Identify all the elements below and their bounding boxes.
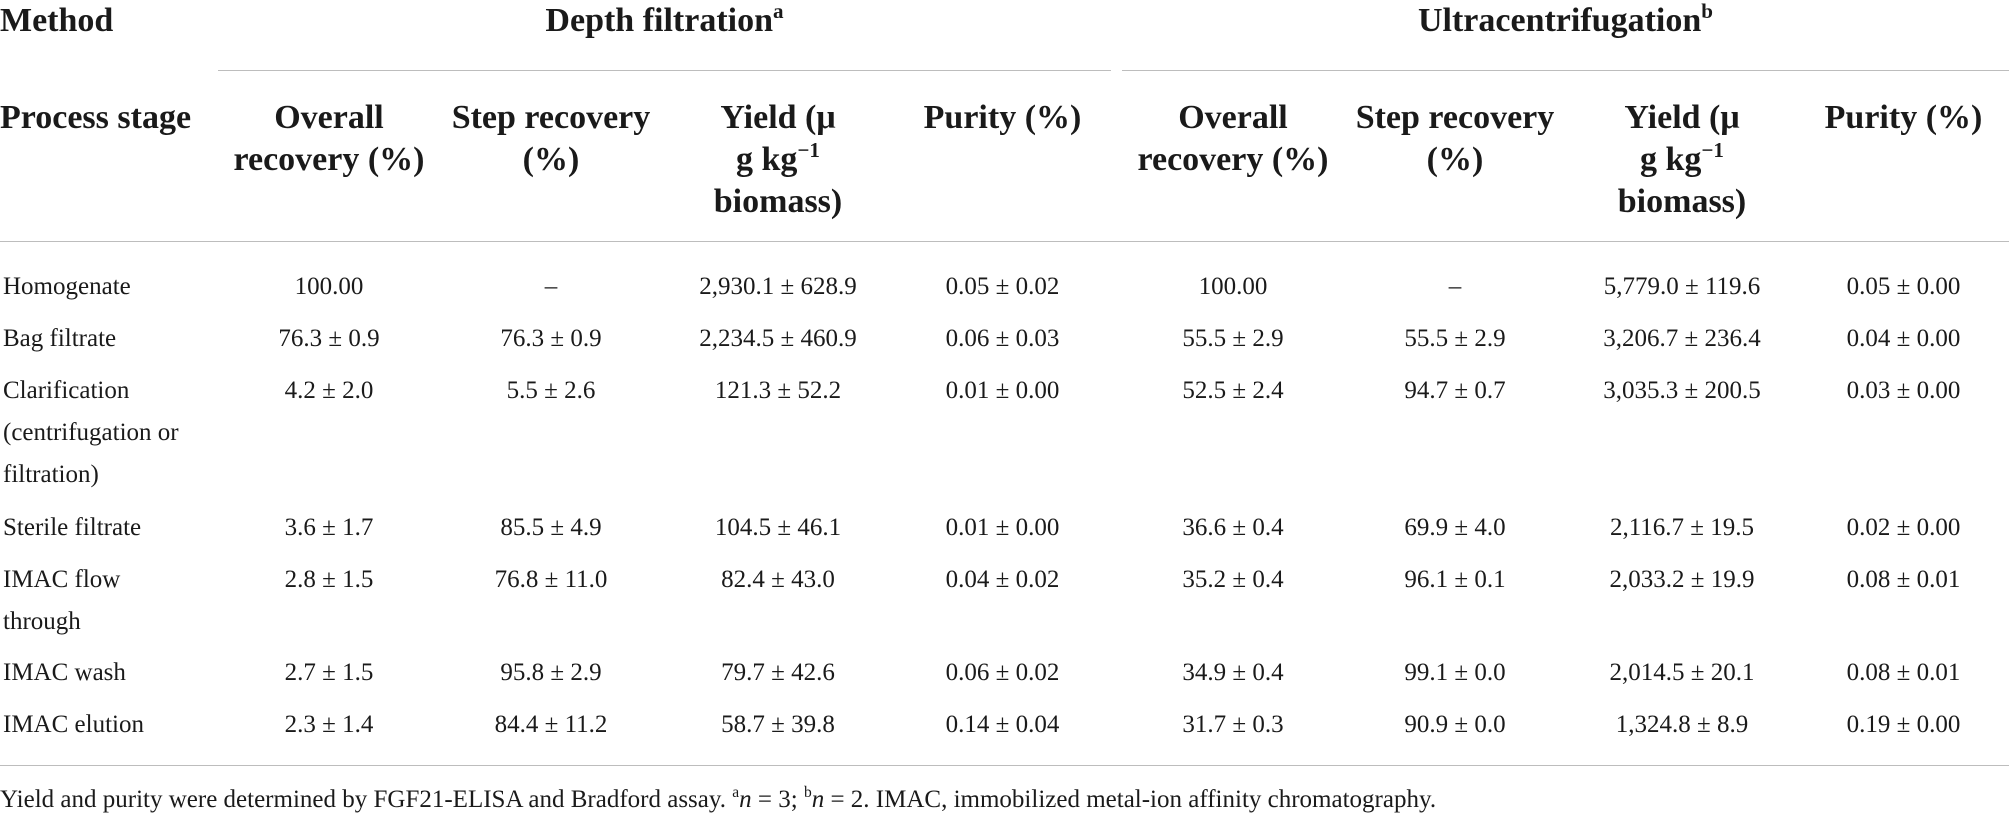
table-cell: 36.6 ± 0.4 <box>1182 514 1284 541</box>
table-cell: 0.06 ± 0.03 <box>945 325 1060 352</box>
table-cell: 0.06 ± 0.02 <box>945 659 1060 686</box>
table-cell: 0.05 ± 0.00 <box>1846 273 1961 300</box>
table-cell: 0.19 ± 0.00 <box>1846 711 1961 738</box>
table-cell: 35.2 ± 0.4 <box>1182 566 1284 593</box>
table-cell: 2,116.7 ± 19.5 <box>1609 514 1755 541</box>
table-cell: – <box>1448 273 1462 300</box>
table-cell: 82.4 ± 43.0 <box>721 566 835 593</box>
row-stage-label: Sterile filtrate <box>3 514 142 541</box>
table-cell: 3,206.7 ± 236.4 <box>1603 325 1761 352</box>
df-purity-header: Purity (%) <box>923 99 1082 136</box>
table-cell: 34.9 ± 0.4 <box>1182 659 1284 686</box>
table-cell: 100.00 <box>294 273 364 300</box>
table-cell: 2,930.1 ± 628.9 <box>699 273 857 300</box>
table-cell: 2,033.2 ± 19.9 <box>1609 566 1755 593</box>
row-stage-label: Clarification (centrifugation or filtrat… <box>3 377 179 488</box>
table-cell: 0.08 ± 0.01 <box>1846 566 1961 593</box>
df-step-recovery-header: Step recovery (%) <box>451 99 651 178</box>
table-cell: 76.8 ± 11.0 <box>494 566 608 593</box>
table-cell: 52.5 ± 2.4 <box>1182 377 1284 404</box>
method-label: Method <box>0 2 114 39</box>
table-cell: 3.6 ± 1.7 <box>284 514 374 541</box>
table-cell: 2,014.5 ± 20.1 <box>1609 659 1755 686</box>
table-cell: 2.7 ± 1.5 <box>284 659 374 686</box>
table-cell: 96.1 ± 0.1 <box>1404 566 1506 593</box>
header-bottom-rule <box>0 241 2009 242</box>
table-cell: 31.7 ± 0.3 <box>1182 711 1284 738</box>
table-cell: 55.5 ± 2.9 <box>1404 325 1506 352</box>
table-cell: 0.14 ± 0.04 <box>945 711 1060 738</box>
uc-step-recovery-header: Step recovery (%) <box>1355 99 1555 178</box>
uc-overall-recovery-header: Overall recovery (%) <box>1137 99 1329 178</box>
ultracentrifugation-heading: Ultracentrifugationb <box>1417 0 1713 39</box>
table-cell: 2.8 ± 1.5 <box>284 566 374 593</box>
table-cell: 1,324.8 ± 8.9 <box>1615 711 1749 738</box>
table-cell: 2.3 ± 1.4 <box>284 711 374 738</box>
table-cell: 0.01 ± 0.00 <box>945 514 1060 541</box>
df-yield-header: Yield (μ g kg−1 biomass) <box>713 99 843 220</box>
table-footnote: Yield and purity were determined by FGF2… <box>0 783 1437 813</box>
uc-yield-header: Yield (μ g kg−1 biomass) <box>1617 99 1747 220</box>
row-stage-label: IMAC wash <box>3 659 126 686</box>
table-cell: 2,234.5 ± 460.9 <box>699 325 857 352</box>
depth-filtration-rule <box>218 70 1111 71</box>
table-cell: 5.5 ± 2.6 <box>506 377 596 404</box>
table-bottom-rule <box>0 765 2009 766</box>
table-cell: 0.01 ± 0.00 <box>945 377 1060 404</box>
table-cell: 100.00 <box>1198 273 1268 300</box>
table-cell: 0.04 ± 0.02 <box>945 566 1060 593</box>
process-stage-header: Process stage <box>0 99 192 136</box>
table-cell: 76.3 ± 0.9 <box>278 325 380 352</box>
df-overall-recovery-header: Overall recovery (%) <box>233 99 425 178</box>
table-cell: 90.9 ± 0.0 <box>1404 711 1506 738</box>
table-cell: 0.04 ± 0.00 <box>1846 325 1961 352</box>
table-cell: 95.8 ± 2.9 <box>500 659 602 686</box>
table-cell: 5,779.0 ± 119.6 <box>1603 273 1761 300</box>
uc-purity-header: Purity (%) <box>1824 99 1983 136</box>
table-cell: 104.5 ± 46.1 <box>714 514 842 541</box>
row-stage-label: IMAC flow through <box>3 566 121 635</box>
table-cell: 99.1 ± 0.0 <box>1404 659 1506 686</box>
table-cell: 4.2 ± 2.0 <box>284 377 374 404</box>
table-cell: 76.3 ± 0.9 <box>500 325 602 352</box>
table-cell: 0.02 ± 0.00 <box>1846 514 1961 541</box>
table-cell: 69.9 ± 4.0 <box>1404 514 1506 541</box>
table-cell: 3,035.3 ± 200.5 <box>1603 377 1761 404</box>
row-stage-label: IMAC elution <box>3 711 144 738</box>
table-cell: 121.3 ± 52.2 <box>714 377 842 404</box>
table-cell: 85.5 ± 4.9 <box>500 514 602 541</box>
table-cell: – <box>544 273 558 300</box>
table-cell: 84.4 ± 11.2 <box>494 711 608 738</box>
table-cell: 55.5 ± 2.9 <box>1182 325 1284 352</box>
ultracentrifugation-rule <box>1122 70 2009 71</box>
table-cell: 0.05 ± 0.02 <box>945 273 1060 300</box>
table-cell: 58.7 ± 39.8 <box>721 711 835 738</box>
table-cell: 0.08 ± 0.01 <box>1846 659 1961 686</box>
table-cell: 94.7 ± 0.7 <box>1404 377 1506 404</box>
row-stage-label: Homogenate <box>3 273 131 300</box>
row-stage-label: Bag filtrate <box>3 325 117 352</box>
depth-filtration-heading: Depth filtrationa <box>545 0 784 39</box>
table-cell: 0.03 ± 0.00 <box>1846 377 1961 404</box>
table-cell: 79.7 ± 42.6 <box>721 659 835 686</box>
